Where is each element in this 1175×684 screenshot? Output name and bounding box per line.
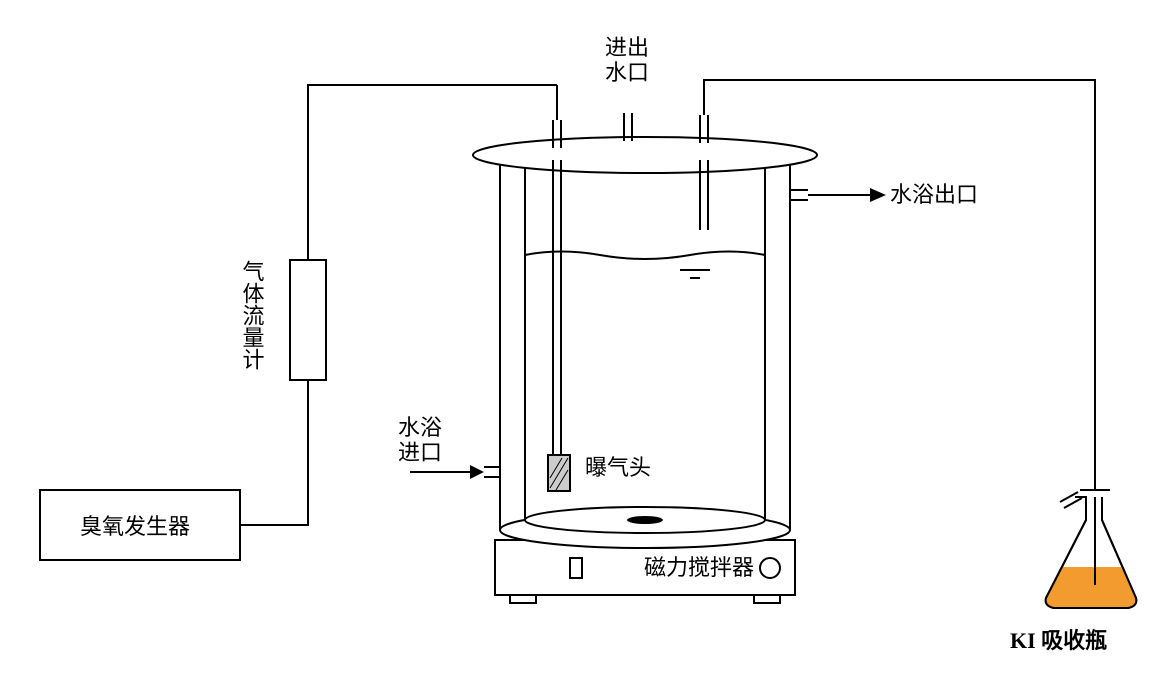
water-port-label-2: 水口 <box>605 60 649 85</box>
apparatus-diagram: 臭氧发生器 气体流量计 磁力搅拌器 <box>0 0 1175 684</box>
water-port-label-1: 进出 <box>605 35 649 60</box>
aerator-label: 曝气头 <box>585 455 651 480</box>
bath-inlet-arrow-head <box>470 465 484 479</box>
stirrer-foot-left <box>510 595 536 603</box>
stirrer-foot-right <box>754 595 780 603</box>
bath-outlet-arrow-head <box>870 188 886 202</box>
reactor-lid <box>473 137 817 173</box>
pipe-generator-to-meter <box>240 380 308 525</box>
bath-inlet-label-1: 水浴 <box>398 415 442 440</box>
bath-inlet-label-2: 进口 <box>398 440 442 465</box>
magnetic-stirrer-label: 磁力搅拌器 <box>644 555 754 580</box>
stirrer-switch <box>570 558 582 578</box>
gas-flow-meter <box>290 260 326 380</box>
ki-flask-label: KI 吸收瓶 <box>1010 628 1107 653</box>
stirrer-knob <box>760 558 780 578</box>
ozone-generator-label: 臭氧发生器 <box>80 514 190 539</box>
pipe-meter-to-reactor <box>308 85 557 260</box>
stir-bar <box>627 516 663 524</box>
bath-outlet-label: 水浴出口 <box>890 182 978 207</box>
gas-flow-meter-label: 气体流量计 <box>240 260 265 370</box>
